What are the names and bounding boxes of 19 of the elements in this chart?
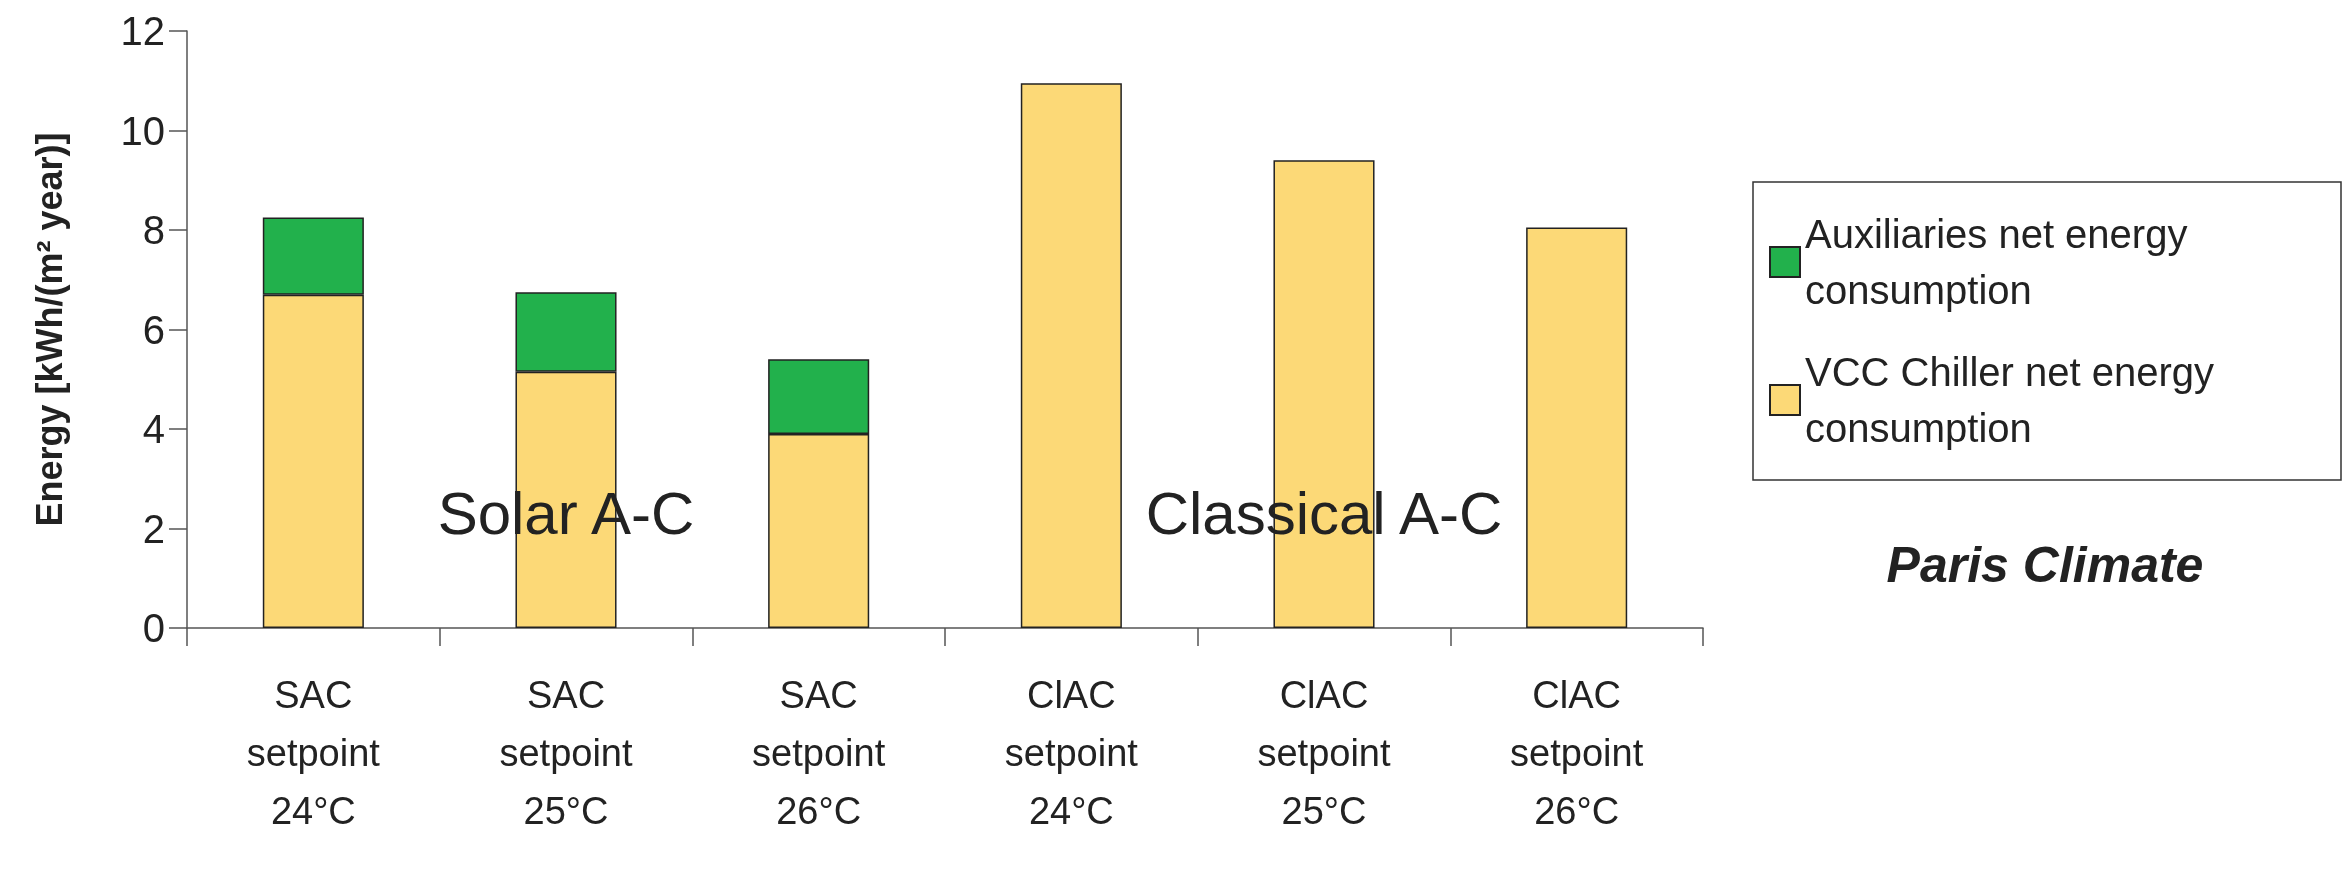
legend-label: VCC Chiller net energy consumption [1805, 350, 2226, 450]
y-tick-label: 4 [142, 407, 165, 451]
y-tick-label: 12 [120, 9, 165, 53]
x-tick-label: SAC setpoint 25°C [499, 674, 633, 832]
bar [1020, 83, 1122, 628]
y-tick-label: 0 [142, 606, 165, 650]
y-axis-title: Energy [kWh/(m² year)] [28, 132, 70, 527]
x-tick-label: SAC setpoint 24°C [246, 674, 381, 832]
y-tick-label: 2 [142, 506, 165, 551]
y-tick-label: 8 [142, 208, 165, 252]
bar [1526, 227, 1628, 628]
y-tick-label: 10 [120, 108, 165, 153]
text: Paris Climate [1886, 537, 2204, 593]
x-tick-label: ClAC setpoint 25°C [1257, 674, 1391, 832]
y-tick-label: 6 [142, 307, 165, 352]
x-tick-label: ClAC setpoint 26°C [1510, 674, 1644, 832]
x-tick-label: ClAC setpoint 24°C [1004, 674, 1139, 832]
legend-label: Auxiliaries net energy consumption [1805, 212, 2199, 312]
x-tick-label: SAC setpoint 26°C [752, 674, 886, 832]
